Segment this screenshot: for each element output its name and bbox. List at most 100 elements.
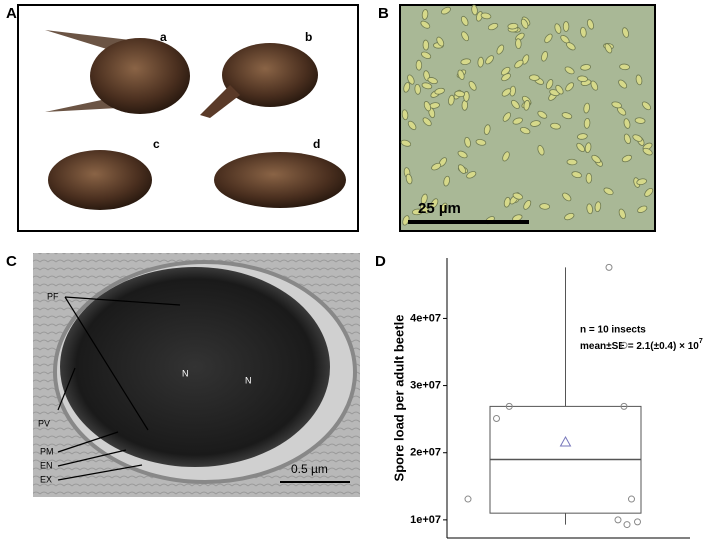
- spore: [461, 31, 470, 42]
- spore: [642, 147, 653, 156]
- spore: [468, 80, 477, 91]
- spore: [586, 203, 593, 215]
- spore: [577, 75, 588, 83]
- specimen-label: a: [160, 30, 167, 44]
- specimen-label: b: [305, 30, 312, 44]
- spore: [454, 90, 466, 98]
- spore: [566, 42, 576, 51]
- spore: [515, 38, 522, 50]
- spore: [603, 187, 614, 196]
- spore: [422, 117, 432, 127]
- spore: [502, 112, 511, 122]
- spore: [619, 63, 630, 71]
- spore: [415, 59, 423, 71]
- spore: [436, 36, 445, 47]
- structure-label: PF: [47, 291, 59, 301]
- data-point: [614, 516, 622, 524]
- spore: [496, 44, 505, 55]
- structure-label: N: [245, 375, 252, 385]
- spore: [562, 192, 572, 202]
- spore: [604, 43, 613, 54]
- spore: [512, 192, 524, 200]
- spore: [427, 77, 438, 85]
- spore: [466, 171, 477, 179]
- spore: [420, 20, 431, 29]
- spore: [537, 110, 548, 119]
- spore: [618, 208, 626, 219]
- data-point: [505, 402, 513, 410]
- spore: [507, 22, 519, 30]
- spore: [623, 133, 631, 145]
- data-point: [493, 414, 500, 422]
- spore: [555, 84, 564, 95]
- structure-label: PM: [40, 446, 54, 456]
- spore: [503, 196, 511, 208]
- scale-bar: [408, 220, 529, 224]
- spore: [636, 178, 647, 186]
- spore: [554, 23, 562, 34]
- spore: [590, 80, 599, 91]
- spore: [580, 64, 591, 71]
- spore: [550, 122, 561, 130]
- spore: [434, 87, 445, 95]
- beetle-photos: [45, 30, 346, 210]
- spore: [565, 82, 575, 92]
- structure-label: EN: [40, 460, 53, 470]
- y-tick-label: 2e+07: [410, 447, 441, 459]
- scale-label: 25 µm: [418, 200, 461, 217]
- spore: [519, 127, 531, 135]
- spore: [564, 212, 575, 221]
- spore: [622, 27, 630, 38]
- spore: [571, 171, 582, 179]
- spore: [401, 109, 409, 121]
- spore: [480, 12, 492, 20]
- spore: [421, 9, 429, 20]
- y-tick-label: 3e+07: [410, 379, 441, 391]
- data-point: [634, 518, 641, 526]
- spore: [419, 204, 430, 214]
- spore: [471, 4, 478, 16]
- spore: [501, 73, 511, 82]
- scale-label: 0.5 µm: [291, 462, 328, 476]
- spore: [520, 18, 529, 29]
- data-point: [623, 521, 631, 529]
- spore: [483, 124, 491, 135]
- spore: [440, 6, 451, 15]
- spore: [405, 173, 413, 185]
- spore: [422, 39, 430, 51]
- spore: [400, 139, 412, 147]
- structure-label: N: [182, 368, 189, 378]
- y-axis-label: Spore load per adult beetle: [391, 315, 406, 482]
- spore: [545, 79, 554, 90]
- spore: [457, 69, 465, 81]
- spore: [528, 74, 540, 81]
- y-tick-label: 4e+07: [410, 312, 441, 324]
- spore: [460, 15, 469, 27]
- annotation: mean±SE = 2.1(±0.4) × 107: [580, 338, 703, 352]
- spore: [477, 56, 484, 68]
- spore: [414, 83, 421, 95]
- spore: [632, 134, 643, 142]
- spore: [561, 112, 573, 120]
- spore: [541, 51, 548, 62]
- spore: [576, 133, 588, 140]
- spore: [512, 117, 523, 125]
- annotation-text: mean±SE = 2.1(±0.4) × 10: [580, 341, 699, 352]
- spore: [644, 187, 654, 197]
- spore: [611, 101, 622, 109]
- data-point: [464, 495, 472, 503]
- mean-marker: [559, 435, 572, 447]
- spore: [637, 205, 648, 213]
- data-point: [605, 263, 613, 271]
- panel-label: D: [375, 253, 386, 270]
- spore: [464, 136, 471, 148]
- spore: [407, 120, 417, 131]
- spore: [511, 99, 520, 109]
- structure-label: EX: [40, 474, 52, 484]
- spore: [502, 151, 510, 162]
- spore: [514, 59, 524, 69]
- spore: [621, 154, 633, 163]
- spore: [635, 74, 643, 86]
- spore: [440, 202, 448, 214]
